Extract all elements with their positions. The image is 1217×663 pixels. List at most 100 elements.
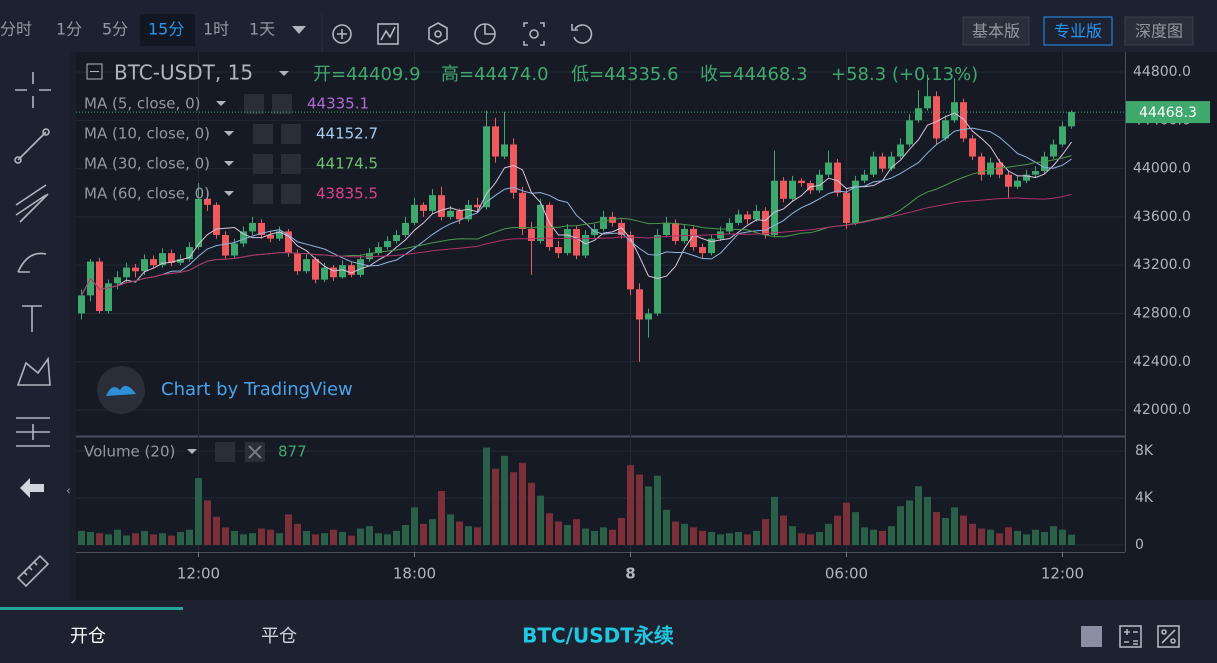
candle-body xyxy=(213,204,220,236)
volume-bar xyxy=(420,523,427,545)
dropdown-arrow[interactable] xyxy=(187,449,197,454)
volume-bar xyxy=(195,478,202,545)
collapse-icon[interactable] xyxy=(86,63,103,80)
volume-bar xyxy=(285,514,292,545)
toolbar-icons[interactable] xyxy=(332,22,593,46)
volume-bar xyxy=(1059,529,1066,545)
candle-body xyxy=(114,277,121,284)
candle-body xyxy=(258,222,265,236)
volume-bar xyxy=(303,530,310,545)
version-label[interactable]: 深度图 xyxy=(1135,22,1183,41)
ma-value: 44335.1 xyxy=(307,95,369,113)
bottom-icons[interactable] xyxy=(1119,625,1180,648)
candle-body xyxy=(654,235,661,314)
candle-body xyxy=(276,231,283,239)
volume-legend: Volume (20) xyxy=(84,443,175,461)
volume-bar xyxy=(825,523,832,545)
interval[interactable]: 1时 xyxy=(203,20,229,39)
settings-icon xyxy=(244,94,264,114)
settings-icon[interactable] xyxy=(215,442,235,462)
candle-body xyxy=(438,195,445,217)
candle-body xyxy=(240,231,247,244)
volume-bar xyxy=(159,533,166,545)
candle-body xyxy=(330,267,337,278)
ohlc-close: 收=44468.3 xyxy=(700,64,808,85)
volume-bar xyxy=(384,534,391,545)
candle-body xyxy=(690,228,697,248)
candle-body xyxy=(798,180,805,184)
candle-body xyxy=(879,156,886,169)
candle-body xyxy=(1014,180,1021,187)
interval[interactable]: 15分 xyxy=(148,20,184,39)
dropdown-arrow[interactable] xyxy=(224,191,234,196)
volume-bar xyxy=(555,521,562,545)
volume-bar xyxy=(456,521,463,545)
candle-body xyxy=(348,265,355,275)
interval[interactable]: 5分 xyxy=(102,20,128,39)
candle-body xyxy=(321,267,328,280)
symbol[interactable]: BTC-USDT, 15 xyxy=(114,61,253,85)
volume-bar xyxy=(321,533,328,545)
volume-bar xyxy=(402,525,409,545)
ma-line xyxy=(81,127,1072,296)
version-label[interactable]: 专业版 xyxy=(1054,22,1102,41)
candle-body xyxy=(501,144,508,157)
x-tick-label: 18:00 xyxy=(393,565,436,583)
dropdown-arrow[interactable] xyxy=(224,161,234,166)
tab[interactable]: 平仓 xyxy=(261,626,297,647)
volume-bar xyxy=(969,523,976,545)
candle-body xyxy=(159,253,166,266)
version-button-active[interactable] xyxy=(1043,16,1113,46)
volume-bar xyxy=(564,525,571,545)
candle-body xyxy=(915,108,922,121)
interval[interactable]: 分时 xyxy=(0,20,32,39)
dropdown-arrow[interactable] xyxy=(224,131,234,136)
candle-body xyxy=(663,222,670,236)
candle-body xyxy=(312,259,319,280)
candle-body xyxy=(366,253,373,260)
y-tick-label: 44800.0 xyxy=(1133,64,1191,80)
candle-body xyxy=(717,231,724,239)
ma-legend: MA (30, close, 0) xyxy=(84,155,210,173)
volume-bar xyxy=(168,535,175,545)
volume-bar xyxy=(879,530,886,545)
watermark-logo xyxy=(106,385,136,396)
candle-body xyxy=(222,235,229,256)
tab[interactable]: 开仓 xyxy=(70,626,106,647)
layout-icon[interactable] xyxy=(1081,626,1102,647)
volume-bar xyxy=(375,533,382,545)
volume-bar xyxy=(636,474,643,545)
candle-body xyxy=(420,204,427,211)
candle-body xyxy=(933,96,940,139)
candle-body xyxy=(1023,174,1030,181)
interval[interactable]: 1分 xyxy=(56,20,82,39)
candle-body xyxy=(1041,156,1048,172)
x-tick-label: 12:00 xyxy=(1041,565,1084,583)
dropdown-arrow[interactable] xyxy=(279,71,289,76)
candle-body xyxy=(528,228,535,242)
version-label[interactable]: 基本版 xyxy=(972,22,1020,41)
watermark: Chart by TradingView xyxy=(161,379,353,400)
version-button[interactable] xyxy=(962,16,1030,46)
volume-bar xyxy=(582,528,589,545)
candle-body xyxy=(537,204,544,242)
volume-bar xyxy=(852,512,859,545)
volume-bar xyxy=(996,533,1003,545)
candle-body xyxy=(411,204,418,223)
candle-body xyxy=(969,138,976,157)
candle-body xyxy=(852,180,859,223)
ma-legend: MA (5, close, 0) xyxy=(84,95,200,113)
volume-bar xyxy=(987,529,994,545)
volume-bar xyxy=(132,533,139,545)
back-arrow[interactable] xyxy=(20,478,44,498)
time-axis xyxy=(76,552,1125,600)
x-tick-label: 8 xyxy=(625,565,635,583)
volume-bar xyxy=(816,532,823,545)
version-button[interactable] xyxy=(1124,16,1194,46)
volume-bar xyxy=(204,500,211,545)
dropdown-arrow[interactable] xyxy=(292,26,306,34)
collapse[interactable]: ‹ xyxy=(66,484,71,498)
drawing-tools[interactable] xyxy=(14,72,51,588)
dropdown-arrow[interactable] xyxy=(216,101,226,106)
interval[interactable]: 1天 xyxy=(249,20,275,39)
